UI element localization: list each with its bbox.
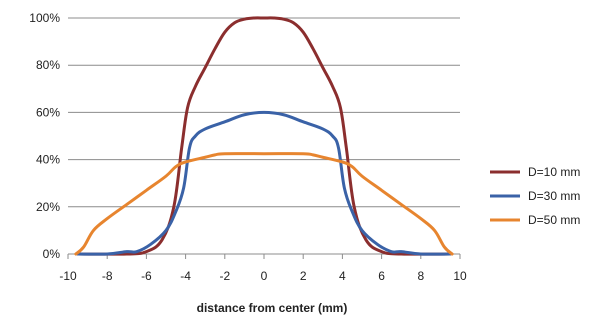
x-tick-label: 6 [378, 269, 385, 283]
series-lines [74, 16, 454, 256]
x-tick-label: 4 [339, 269, 346, 283]
x-tick-label: 10 [453, 269, 467, 283]
y-tick-label: 100% [29, 11, 60, 25]
series-line-2 [76, 110, 452, 256]
x-tick-label: -6 [141, 269, 152, 283]
x-tick-label: -8 [102, 269, 113, 283]
y-tick-label: 40% [36, 153, 60, 167]
x-tick-label: 0 [261, 269, 268, 283]
legend: D=10 mm D=30 mm D=50 mm [490, 165, 580, 227]
series-line-1 [76, 16, 452, 256]
x-tick-label: 8 [417, 269, 424, 283]
y-tick-label: 0% [43, 247, 61, 261]
y-tick-labels: 0% 20% 40% 60% 80% 100% [29, 11, 60, 261]
legend-label-1: D=10 mm [528, 165, 580, 179]
legend-label-2: D=30 mm [528, 189, 580, 203]
x-axis-label: distance from center (mm) [197, 301, 348, 315]
x-tick-label: 2 [300, 269, 307, 283]
y-tick-label: 60% [36, 105, 60, 119]
x-tick-label: -4 [180, 269, 191, 283]
legend-label-3: D=50 mm [528, 213, 580, 227]
x-tick-label: -2 [219, 269, 230, 283]
x-tick-labels: -10 -8 -6 -4 -2 0 2 4 6 8 10 [59, 269, 467, 283]
y-tick-label: 80% [36, 58, 60, 72]
y-tick-label: 20% [36, 200, 60, 214]
x-tick-label: -10 [59, 269, 77, 283]
series-line-3 [74, 152, 454, 256]
